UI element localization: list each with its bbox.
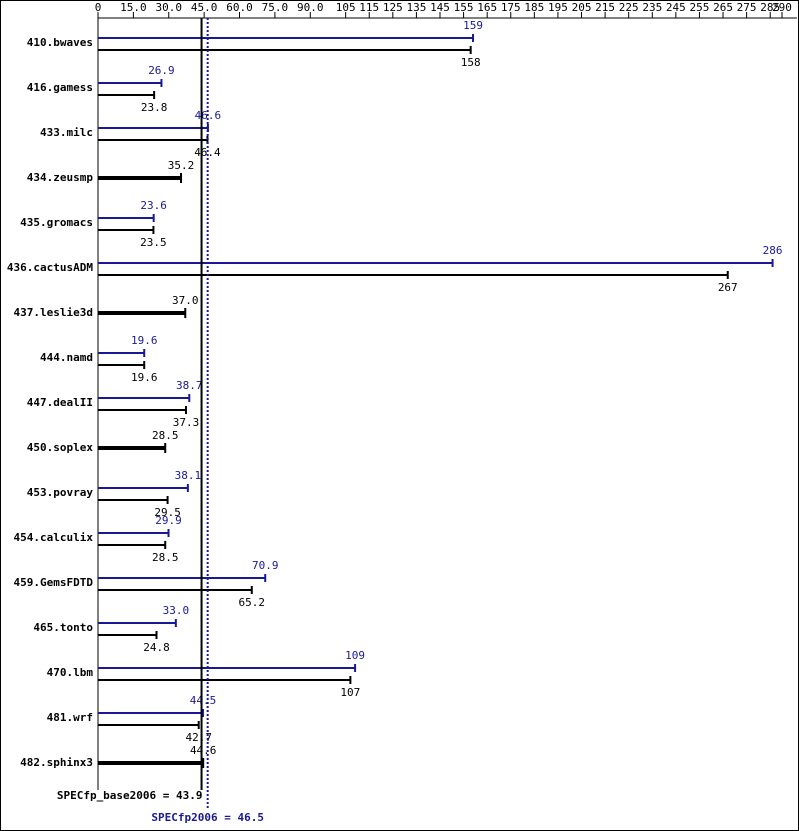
value-label: 28.5: [152, 551, 179, 564]
x-tick-label: 75.0: [262, 1, 289, 14]
category-label: 459.GemsFDTD: [14, 576, 94, 589]
x-tick-label: 115: [359, 1, 379, 14]
category-label: 444.namd: [40, 351, 93, 364]
value-label: 29.5: [154, 506, 181, 519]
category-label: 410.bwaves: [27, 36, 93, 49]
value-label: 158: [461, 56, 481, 69]
value-label: 286: [763, 244, 783, 257]
value-label: 159: [463, 19, 483, 32]
value-label: 42.7: [185, 731, 212, 744]
x-tick-label: 90.0: [297, 1, 324, 14]
value-label: 38.1: [175, 469, 202, 482]
category-label: 470.lbm: [47, 666, 94, 679]
category-label: 465.tonto: [33, 621, 93, 634]
category-label: 450.soplex: [27, 441, 94, 454]
category-label: 453.povray: [27, 486, 94, 499]
value-label: 19.6: [131, 371, 158, 384]
x-tick-label: 175: [501, 1, 521, 14]
reference-label: SPECfp_base2006 = 43.9: [57, 789, 203, 802]
x-tick-label: 215: [595, 1, 615, 14]
x-tick-label: 135: [406, 1, 426, 14]
value-label: 19.6: [131, 334, 158, 347]
x-tick-label: 145: [430, 1, 450, 14]
value-label: 37.3: [173, 416, 200, 429]
value-label: 70.9: [252, 559, 279, 572]
value-label: 23.8: [141, 101, 168, 114]
reference-label: SPECfp2006 = 46.5: [151, 811, 264, 824]
x-tick-label: 290: [772, 1, 792, 14]
category-label: 482.sphinx3: [20, 756, 93, 769]
x-tick-label: 225: [619, 1, 639, 14]
x-tick-label: 15.0: [120, 1, 147, 14]
category-label: 454.calculix: [14, 531, 94, 544]
value-label: 44.5: [190, 694, 217, 707]
x-tick-label: 45.0: [191, 1, 218, 14]
x-tick-label: 285: [760, 1, 780, 14]
value-label: 23.6: [140, 199, 167, 212]
category-label: 433.milc: [40, 126, 93, 139]
x-tick-label: 275: [737, 1, 757, 14]
x-tick-label: 245: [666, 1, 686, 14]
value-label: 107: [340, 686, 360, 699]
x-tick-label: 125: [383, 1, 403, 14]
x-tick-label: 0: [95, 1, 102, 14]
value-label: 44.6: [190, 744, 217, 757]
value-label: 37.0: [172, 294, 199, 307]
category-label: 447.dealII: [27, 396, 93, 409]
x-tick-label: 235: [642, 1, 662, 14]
x-tick-label: 185: [524, 1, 544, 14]
x-tick-label: 30.0: [156, 1, 183, 14]
x-tick-label: 195: [548, 1, 568, 14]
value-label: 65.2: [239, 596, 266, 609]
value-label: 267: [718, 281, 738, 294]
category-label: 434.zeusmp: [27, 171, 94, 184]
value-label: 33.0: [163, 604, 190, 617]
value-label: 28.5: [152, 429, 179, 442]
x-tick-label: 265: [713, 1, 733, 14]
x-tick-label: 60.0: [226, 1, 253, 14]
value-label: 24.8: [143, 641, 170, 654]
value-label: 35.2: [168, 159, 195, 172]
category-label: 435.gromacs: [20, 216, 93, 229]
x-tick-label: 165: [477, 1, 497, 14]
category-label: 436.cactusADM: [7, 261, 93, 274]
x-tick-label: 205: [572, 1, 592, 14]
x-tick-label: 105: [336, 1, 356, 14]
category-label: 437.leslie3d: [14, 306, 93, 319]
category-label: 481.wrf: [47, 711, 93, 724]
category-label: 416.gamess: [27, 81, 93, 94]
value-label: 38.7: [176, 379, 203, 392]
x-tick-label: 255: [690, 1, 710, 14]
value-label: 26.9: [148, 64, 175, 77]
x-tick-label: 155: [454, 1, 474, 14]
value-label: 23.5: [140, 236, 167, 249]
value-label: 109: [345, 649, 365, 662]
value-label: 29.9: [155, 514, 182, 527]
